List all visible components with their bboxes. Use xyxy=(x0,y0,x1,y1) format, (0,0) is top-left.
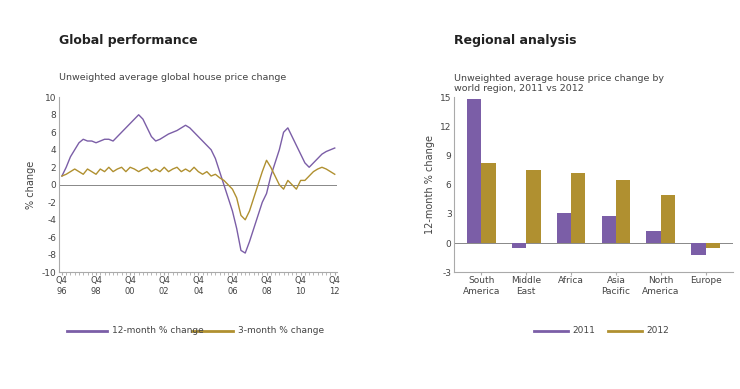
Bar xyxy=(647,231,661,243)
Bar xyxy=(556,213,571,243)
Bar xyxy=(481,163,496,243)
Text: Global performance: Global performance xyxy=(59,34,198,47)
Text: 3-month % change: 3-month % change xyxy=(238,326,324,335)
Text: 2011: 2011 xyxy=(573,326,596,335)
Bar xyxy=(512,243,526,248)
Bar xyxy=(571,173,585,243)
Y-axis label: 12-month % change: 12-month % change xyxy=(425,135,434,234)
Text: 12-month % change: 12-month % change xyxy=(112,326,204,335)
Text: Unweighted average global house price change: Unweighted average global house price ch… xyxy=(59,73,286,82)
Y-axis label: % change: % change xyxy=(26,161,36,209)
Bar xyxy=(661,194,675,243)
Bar xyxy=(526,170,540,243)
Text: Regional analysis: Regional analysis xyxy=(454,34,577,47)
Bar xyxy=(706,243,720,248)
Bar xyxy=(691,243,706,255)
Bar xyxy=(602,216,616,243)
Bar xyxy=(616,180,630,243)
Text: Unweighted average house price change by
world region, 2011 vs 2012: Unweighted average house price change by… xyxy=(454,74,665,93)
Text: 2012: 2012 xyxy=(647,326,670,335)
Bar xyxy=(467,99,481,243)
